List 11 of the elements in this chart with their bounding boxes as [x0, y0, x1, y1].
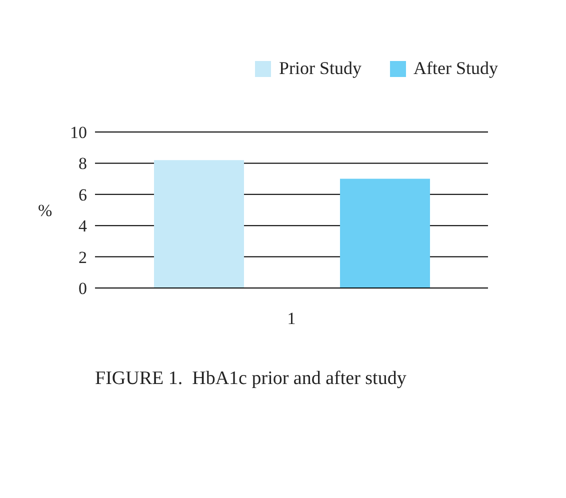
- y-tick-label: 0: [78, 279, 87, 298]
- y-tick-label: 8: [78, 154, 87, 174]
- y-tick-label: 4: [78, 216, 88, 236]
- legend-label: Prior Study: [278, 58, 362, 79]
- y-tick-label: 2: [78, 248, 87, 267]
- x-tick-label: 1: [287, 309, 296, 328]
- y-axis-title: %: [38, 201, 52, 220]
- caption: FIGURE 1. HbA1c prior and after study: [95, 368, 408, 390]
- legend-label: After Study: [414, 58, 498, 79]
- y-tick-label: 6: [78, 185, 87, 204]
- y-tick-label: 10: [70, 123, 87, 142]
